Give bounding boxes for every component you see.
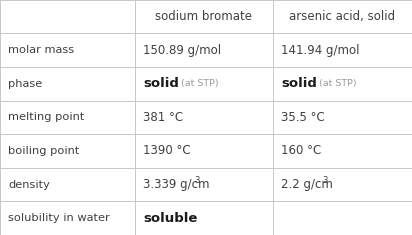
- Text: boiling point: boiling point: [8, 146, 80, 156]
- Text: melting point: melting point: [8, 112, 84, 122]
- Text: 3: 3: [322, 176, 327, 185]
- Text: 2.2 g/cm: 2.2 g/cm: [281, 178, 333, 191]
- Text: sodium bromate: sodium bromate: [155, 10, 253, 23]
- Text: (at STP): (at STP): [313, 79, 357, 88]
- Text: soluble: soluble: [143, 212, 197, 225]
- Text: density: density: [8, 180, 50, 190]
- Text: molar mass: molar mass: [8, 45, 74, 55]
- Text: phase: phase: [8, 79, 42, 89]
- Text: solubility in water: solubility in water: [8, 213, 110, 223]
- Text: (at STP): (at STP): [175, 79, 219, 88]
- Text: solid: solid: [281, 77, 317, 90]
- Text: 381 °C: 381 °C: [143, 111, 183, 124]
- Text: 35.5 °C: 35.5 °C: [281, 111, 325, 124]
- Text: 141.94 g/mol: 141.94 g/mol: [281, 44, 360, 57]
- Text: 3: 3: [194, 176, 199, 185]
- Text: arsenic acid, solid: arsenic acid, solid: [290, 10, 396, 23]
- Text: solid: solid: [143, 77, 179, 90]
- Text: 1390 °C: 1390 °C: [143, 145, 191, 157]
- Text: 3.339 g/cm: 3.339 g/cm: [143, 178, 209, 191]
- Text: 150.89 g/mol: 150.89 g/mol: [143, 44, 221, 57]
- Text: 160 °C: 160 °C: [281, 145, 321, 157]
